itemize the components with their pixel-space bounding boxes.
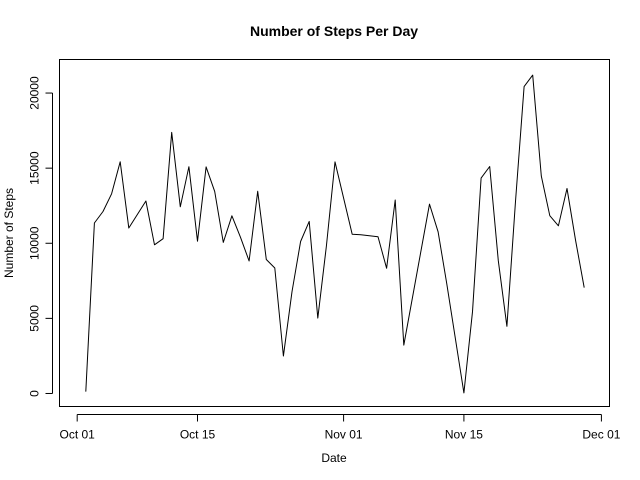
- y-axis: 0 5000 10000 15000 20000: [28, 76, 53, 397]
- x-tick-label: Dec 01: [582, 428, 620, 442]
- series-layer: [85, 74, 585, 394]
- x-axis-label: Date: [321, 451, 347, 465]
- y-axis-label: Number of Steps: [2, 188, 16, 278]
- plot-frame: [59, 59, 610, 407]
- series-line: [85, 74, 585, 394]
- x-tick-label: Nov 15: [445, 428, 483, 442]
- x-tick-label: Oct 01: [60, 428, 96, 442]
- x-axis: Oct 01 Oct 15 Nov 01 Nov 15 Dec 01: [60, 414, 621, 442]
- y-tick-label: 5000: [28, 305, 42, 332]
- y-tick-label: 20000: [28, 76, 42, 110]
- x-tick-label: Nov 01: [325, 428, 363, 442]
- y-tick-label: 10000: [28, 226, 42, 260]
- chart-title: Number of Steps Per Day: [250, 23, 418, 39]
- x-tick-label: Oct 15: [180, 428, 216, 442]
- y-tick-label: 0: [28, 390, 42, 397]
- y-tick-label: 15000: [28, 151, 42, 185]
